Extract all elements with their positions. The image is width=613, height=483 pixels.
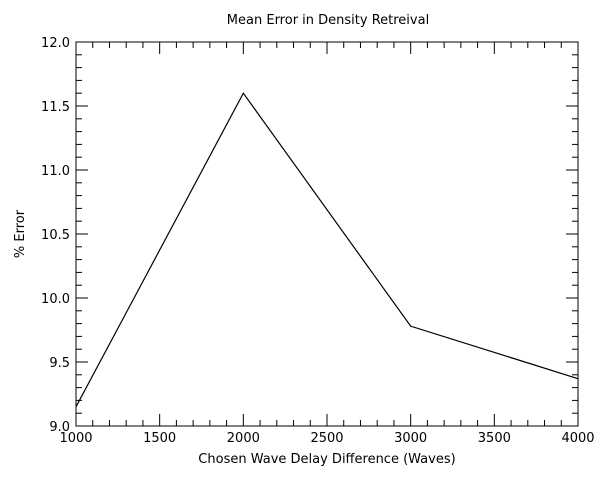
x-tick-label: 1000 (59, 431, 92, 446)
x-tick-label: 3500 (478, 431, 511, 446)
chart-title: Mean Error in Density Retreival (227, 13, 429, 28)
y-tick-label: 9.0 (49, 420, 70, 435)
y-tick-label: 9.5 (49, 356, 70, 371)
y-axis-label: % Error (13, 209, 28, 258)
series-line (75, 92, 579, 408)
x-tick-label: 2500 (310, 431, 343, 446)
y-tick-label: 11.0 (41, 164, 70, 179)
y-tick-label: 10.0 (41, 292, 70, 307)
plot-frame (75, 41, 579, 427)
x-tick-label: 2000 (227, 431, 260, 446)
x-tick-labels: 1000 1500 2000 2500 3000 3500 4000 (59, 431, 594, 446)
x-tick-label: 1500 (143, 431, 176, 446)
x-tick-label: 4000 (561, 431, 594, 446)
y-tick-labels: 9.0 9.5 10.0 10.5 11.0 11.5 12.0 (41, 36, 70, 435)
data-series (75, 92, 579, 408)
x-axis-label: Chosen Wave Delay Difference (Waves) (198, 452, 455, 467)
axis-ticks (75, 41, 579, 427)
x-tick-label: 3000 (394, 431, 427, 446)
y-tick-label: 12.0 (41, 36, 70, 51)
y-tick-label: 10.5 (41, 228, 70, 243)
y-tick-label: 11.5 (41, 100, 70, 115)
